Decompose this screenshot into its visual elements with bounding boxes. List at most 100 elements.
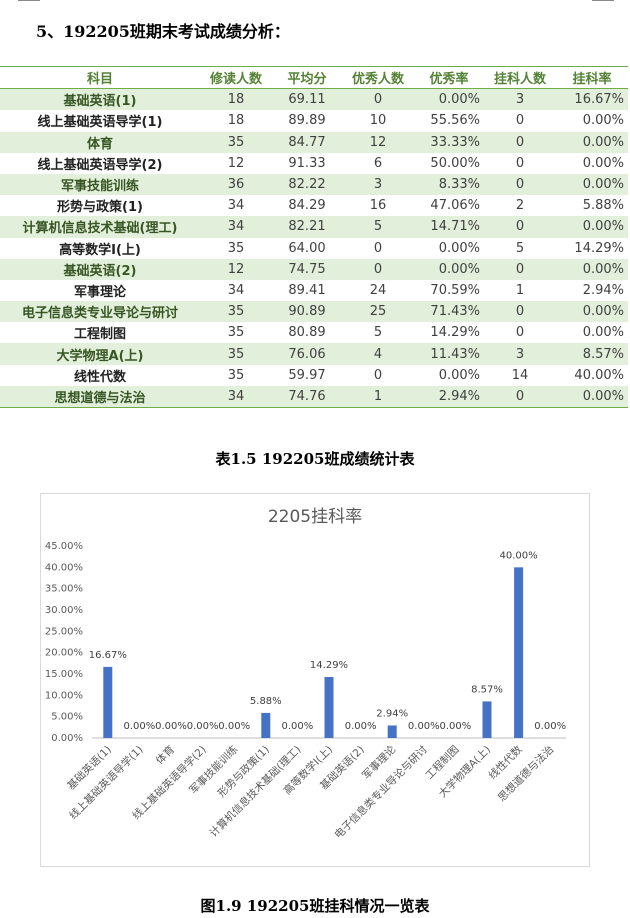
figure-caption: 图1.9 192205班挂科情况一览表 (200, 897, 430, 915)
value-label: 16.67% (89, 650, 127, 661)
value-label: 0.00% (534, 721, 566, 732)
table-cell: 4 (342, 343, 414, 365)
table-row: 线性代数 35 59.97 0 0.00% 14 40.00% (0, 365, 628, 386)
table-cell: 0 (484, 258, 556, 280)
table-cell: 64.00 (288, 240, 326, 256)
table-cell: 0 (373, 240, 383, 256)
table-cell: 55.56% (430, 113, 480, 129)
table-cell: 0.00% (414, 88, 484, 111)
table-cell: 34 (227, 282, 245, 298)
table-row: 高等数学I(上) 35 64.00 0 0.00% 5 14.29% (0, 238, 628, 259)
y-tick-label: 0.00% (51, 733, 83, 744)
table-cell: 高等数学I(上) (59, 242, 141, 258)
y-tick-label: 20.00% (45, 648, 83, 659)
table-cell: 18 (227, 113, 245, 129)
table-cell: 5 (515, 240, 525, 256)
table-cell: 35 (200, 343, 272, 365)
y-tick-label: 15.00% (45, 669, 83, 680)
table-cell: 82.21 (272, 216, 342, 238)
table-cell: 74.76 (272, 385, 342, 408)
y-tick-label: 35.00% (45, 584, 83, 595)
table-cell: 14.29% (574, 240, 624, 256)
chart-title: 2205挂科率 (268, 507, 362, 527)
table-cell: 24 (369, 282, 387, 298)
column-header: 平均分 (272, 66, 342, 90)
table-cell: 59.97 (288, 367, 326, 383)
table-row: 思想道德与法治 34 74.76 1 2.94% 0 0.00% (0, 385, 628, 408)
y-tick-label: 30.00% (45, 605, 83, 616)
table-cell: 80.89 (288, 325, 326, 341)
value-label: 0.00% (282, 721, 314, 732)
table-cell: 0.00% (556, 258, 628, 280)
column-header: 修读人数 (200, 66, 272, 90)
table-cell: 电子信息类专业导论与研讨 (0, 301, 200, 323)
table-row: 军事理论 34 89.41 24 70.59% 1 2.94% (0, 280, 628, 301)
table-cell: 74.75 (272, 258, 342, 280)
table-cell: 8.33% (414, 173, 484, 196)
table-cell: 89.89 (288, 113, 326, 129)
table-row: 基础英语(1) 18 69.11 0 0.00% 3 16.67% (0, 88, 628, 111)
table-cell: 2.94% (582, 282, 624, 298)
table-cell: 线上基础英语导学(2) (37, 157, 163, 173)
table-cell: 0.00% (582, 325, 624, 341)
table-cell: 40.00% (574, 367, 624, 383)
table-cell: 大学物理A(上) (0, 343, 200, 365)
table-cell: 82.22 (272, 173, 342, 196)
table-cell: 0 (515, 113, 525, 129)
value-label: 0.00% (218, 721, 250, 732)
table-cell: 50.00% (430, 155, 480, 171)
column-header: 优秀人数 (342, 66, 414, 90)
table-cell: 0.00% (582, 113, 624, 129)
value-label: 0.00% (345, 721, 377, 732)
table-cell: 11.43% (414, 343, 484, 365)
table-cell: 34 (227, 198, 245, 214)
table-cell: 14 (511, 367, 529, 383)
table-cell: 思想道德与法治 (0, 385, 200, 408)
y-tick-label: 45.00% (45, 541, 83, 552)
table-cell: 基础英语(1) (0, 88, 200, 111)
table-cell: 34 (200, 385, 272, 408)
table-cell: 0 (515, 325, 525, 341)
table-cell: 14.29% (430, 325, 480, 341)
table-cell: 12 (227, 155, 245, 171)
table-row: 基础英语(2) 12 74.75 0 0.00% 0 0.00% (0, 258, 628, 280)
table-cell: 16.67% (556, 88, 628, 111)
table-cell: 工程制图 (73, 327, 126, 343)
table-row: 计算机信息技术基础(理工) 34 82.21 5 14.71% 0 0.00% (0, 216, 628, 238)
table-cell: 0 (484, 385, 556, 408)
table-cell: 12 (200, 258, 272, 280)
y-tick-label: 40.00% (45, 562, 83, 573)
table-cell: 0 (484, 173, 556, 196)
table-cell: 0.00% (556, 216, 628, 238)
table-row: 军事技能训练 36 82.22 3 8.33% 0 0.00% (0, 173, 628, 196)
chart-frame (40, 493, 590, 867)
bar (482, 701, 492, 738)
value-label: 0.00% (408, 721, 440, 732)
table-cell: 军事技能训练 (0, 173, 200, 196)
table-caption: 表1.5 192205班成绩统计表 (215, 450, 415, 468)
table-cell: 计算机信息技术基础(理工) (0, 216, 200, 238)
table-cell: 5.88% (582, 198, 624, 214)
table-cell: 76.06 (272, 343, 342, 365)
table-cell: 10 (369, 113, 387, 129)
table-cell: 0.00% (556, 131, 628, 153)
column-header: 优秀率 (414, 66, 484, 90)
table-cell: 35 (227, 367, 245, 383)
table-cell: 2.94% (414, 385, 484, 408)
table-cell: 90.89 (272, 301, 342, 323)
y-tick-label: 10.00% (45, 690, 83, 701)
table-cell: 25 (342, 301, 414, 323)
value-label: 0.00% (440, 721, 472, 732)
table-row: 工程制图 35 80.89 5 14.29% 0 0.00% (0, 322, 628, 343)
table-cell: 84.29 (288, 198, 326, 214)
table-cell: 5 (373, 325, 383, 341)
table-cell: 0.00% (582, 155, 624, 171)
table-cell: 3 (484, 88, 556, 111)
table-cell: 47.06% (430, 198, 480, 214)
table-cell: 0.00% (438, 240, 480, 256)
table-cell: 71.43% (414, 301, 484, 323)
table-cell: 0.00% (556, 385, 628, 408)
value-label: 0.00% (124, 721, 156, 732)
column-header: 科目 (0, 66, 200, 90)
table-cell: 35 (227, 325, 245, 341)
